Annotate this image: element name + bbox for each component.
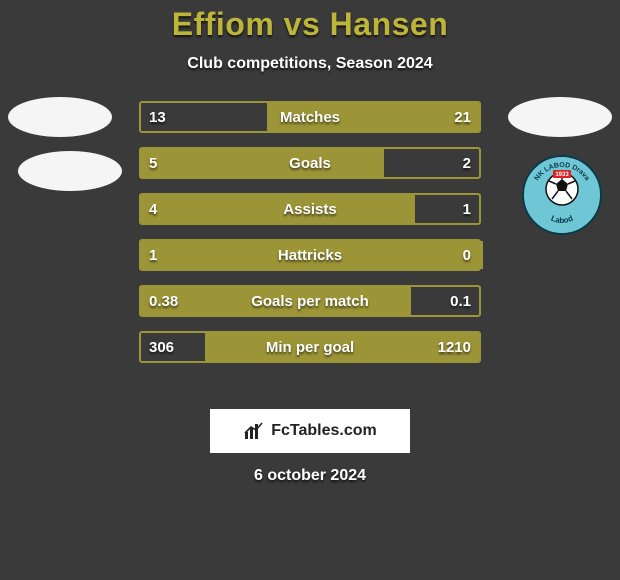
club-badge: NK LABOD Drava Labod 1933	[522, 155, 602, 235]
player-right-avatar	[508, 97, 612, 137]
stat-row: Assists41	[139, 193, 481, 225]
stats-bars: Matches1321 Goals52 Assists41 Hattricks10 Go…	[139, 101, 481, 363]
club-founded-year: 1933	[555, 172, 569, 178]
comparison-area: NK LABOD Drava Labod 1933 Matches1321Go	[0, 101, 620, 401]
date-label: 6 october 2024	[0, 467, 620, 485]
stat-bar-outline	[139, 239, 481, 271]
stat-bar-outline	[139, 101, 481, 133]
stat-bar-outline	[139, 331, 481, 363]
stat-row: Goals52	[139, 147, 481, 179]
stat-row: Hattricks10	[139, 239, 481, 271]
player-left-avatar	[8, 97, 112, 137]
stat-row: Goals per match0.380.1	[139, 285, 481, 317]
stat-bar-outline	[139, 285, 481, 317]
stat-bar-outline	[139, 193, 481, 225]
subtitle: Club competitions, Season 2024	[0, 55, 620, 73]
site-name: FcTables.com	[271, 422, 377, 440]
chart-icon	[243, 421, 265, 441]
player-left-avatar-secondary	[18, 151, 122, 191]
site-link[interactable]: FcTables.com	[210, 409, 410, 453]
stat-bar-outline	[139, 147, 481, 179]
stat-row: Min per goal3061210	[139, 331, 481, 363]
page-title: Effiom vs Hansen	[0, 6, 620, 43]
stat-row: Matches1321	[139, 101, 481, 133]
